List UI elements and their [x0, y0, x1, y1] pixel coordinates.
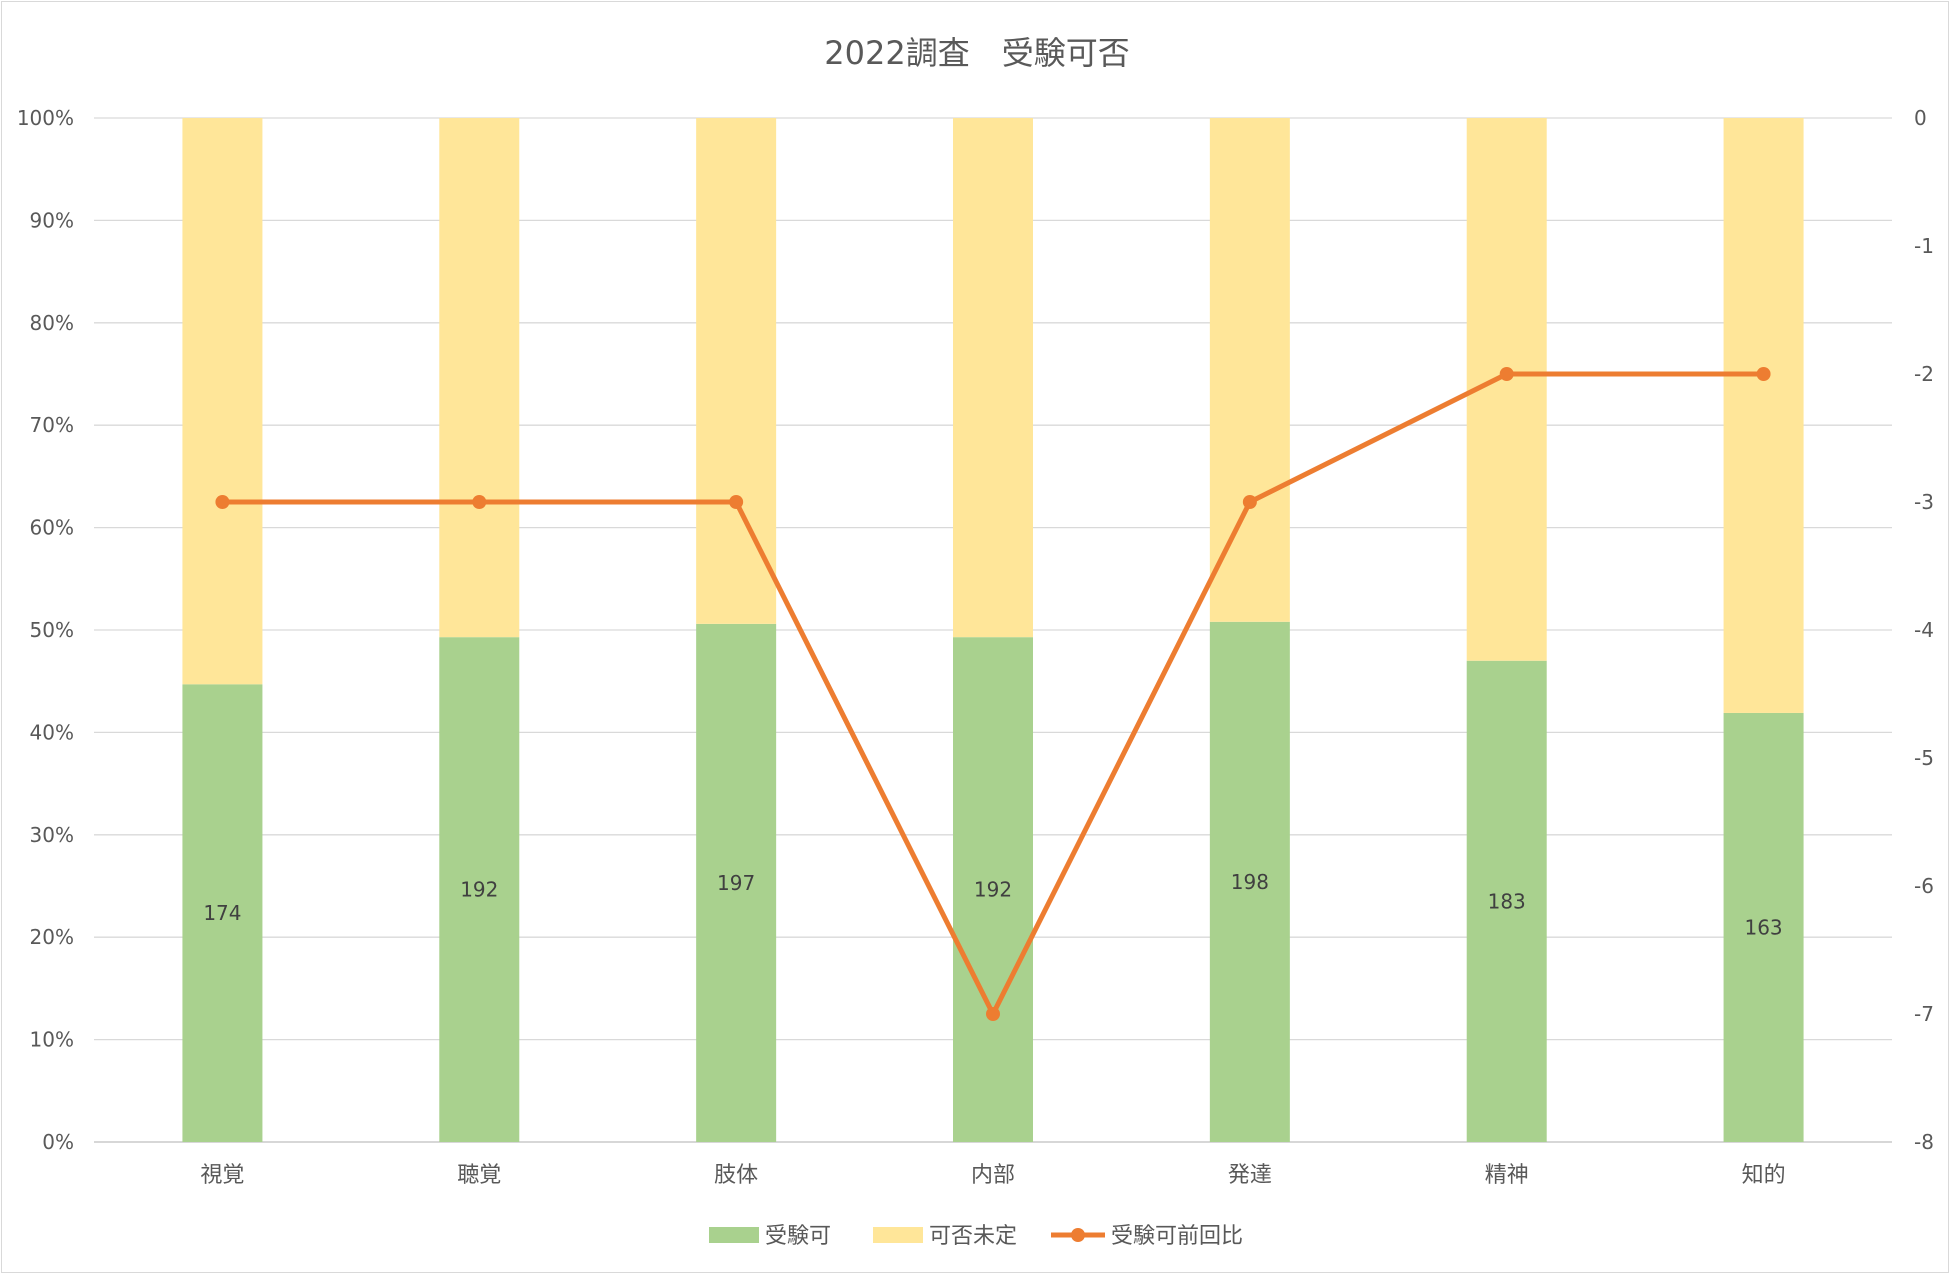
legend-label: 受験可	[765, 1224, 831, 1249]
legend-swatch	[873, 1227, 923, 1243]
legend: 受験可 可否未定 受験可前回比	[709, 1224, 1243, 1249]
bar-undecided	[182, 118, 263, 685]
chart-title: 2022調査 受験可否	[824, 34, 1129, 72]
bar-accepted	[439, 637, 520, 1142]
x-category-label: 肢体	[714, 1163, 758, 1188]
bar-accepted	[953, 637, 1033, 1142]
bar-data-label: 174	[203, 901, 241, 925]
y-left-tick-label: 70%	[30, 413, 74, 437]
axes: 0% 10% 20% 30% 40% 50% 60% 70% 80% 90% 100% -8 -7 -6 -…	[17, 106, 1934, 1188]
bars	[182, 118, 1804, 1142]
bar-undecided	[1209, 118, 1290, 622]
line-point	[986, 1007, 1000, 1021]
bar-data-label: 197	[717, 871, 755, 895]
y-right-tick-label: 0	[1914, 106, 1927, 130]
line-point	[729, 495, 744, 509]
legend-line-marker	[1071, 1228, 1085, 1242]
y-left-tick-label: 0%	[42, 1130, 74, 1154]
legend-label: 受験可前回比	[1111, 1224, 1243, 1249]
bar-undecided	[953, 118, 1033, 638]
x-category-label: 内部	[971, 1163, 1015, 1188]
line-point	[1756, 367, 1771, 381]
line-series	[215, 367, 1771, 1021]
y-left-tick-label: 100%	[17, 106, 74, 130]
y-right-tick-label: -1	[1914, 234, 1934, 258]
y-right-tick-label: -4	[1914, 618, 1934, 642]
x-category-label: 発達	[1228, 1163, 1272, 1188]
y-left-tick-label: 20%	[30, 925, 74, 949]
y-left-tick-label: 10%	[30, 1028, 74, 1052]
line-point	[1242, 495, 1257, 509]
y-left-tick-label: 40%	[30, 720, 74, 744]
bar-accepted	[1209, 621, 1290, 1142]
y-right-tick-label: -8	[1914, 1130, 1934, 1154]
data-labels: 174 192 197 192 198 183 163	[203, 870, 1782, 940]
x-category-label: 聴覚	[457, 1163, 501, 1188]
y-right-tick-label: -6	[1914, 874, 1934, 898]
bar-undecided	[1723, 118, 1804, 713]
x-category-label: 精神	[1485, 1163, 1529, 1188]
bar-undecided	[696, 118, 777, 624]
y-right-tick-label: -5	[1914, 746, 1934, 770]
y-left-tick-label: 50%	[30, 618, 74, 642]
line-point	[215, 495, 230, 509]
bar-accepted	[696, 623, 777, 1142]
legend-label: 可否未定	[929, 1224, 1017, 1249]
y-left-tick-label: 60%	[30, 516, 74, 540]
x-category-label: 知的	[1742, 1163, 1786, 1188]
bar-data-label: 163	[1744, 915, 1782, 939]
y-right-tick-label: -7	[1914, 1002, 1934, 1026]
line-point	[472, 495, 487, 509]
bar-accepted	[1723, 712, 1804, 1142]
y-left-tick-label: 80%	[30, 311, 74, 335]
y-left-tick-label: 30%	[30, 823, 74, 847]
y-left-tick-label: 90%	[30, 208, 74, 232]
bar-data-label: 183	[1488, 889, 1526, 913]
bar-accepted	[182, 684, 263, 1142]
x-category-label: 視覚	[200, 1163, 244, 1188]
bar-data-label: 192	[974, 878, 1012, 902]
bar-data-label: 192	[460, 878, 498, 902]
bar-accepted	[1466, 660, 1547, 1142]
y-right-tick-label: -2	[1914, 362, 1934, 386]
bar-undecided	[439, 118, 520, 638]
bar-data-label: 198	[1231, 870, 1269, 894]
legend-swatch	[709, 1227, 759, 1243]
y-right-tick-label: -3	[1914, 490, 1934, 514]
line-point	[1499, 367, 1514, 381]
